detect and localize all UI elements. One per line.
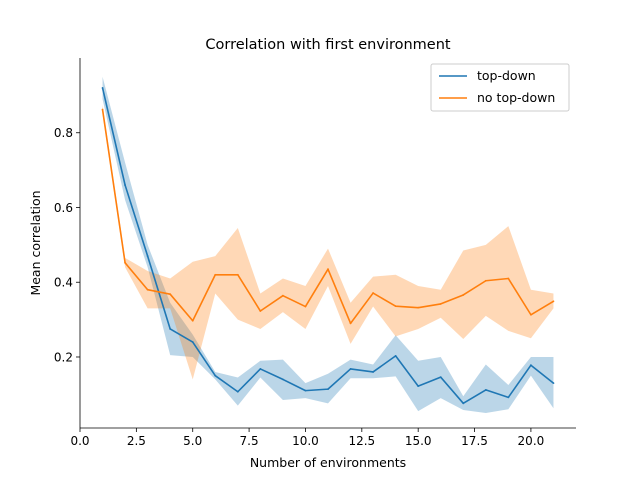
data-point-top-down	[417, 385, 420, 388]
data-point-no-top-down	[349, 322, 352, 325]
x-axis-ticks: 0.0 2.5 5.0 7.5 10.0 12.5 15.0 17.5 20.0	[70, 428, 544, 448]
data-point-top-down	[214, 374, 217, 377]
data-point-top-down	[439, 376, 442, 379]
data-point-top-down	[372, 371, 374, 373]
data-point-top-down	[146, 255, 149, 257]
y-axis-label: Mean correlation	[28, 190, 43, 295]
data-point-no-top-down	[146, 288, 149, 291]
x-tick-label: 0.0	[70, 434, 89, 448]
data-point-no-top-down	[507, 277, 510, 280]
data-point-top-down	[462, 402, 465, 405]
data-point-no-top-down	[169, 293, 172, 296]
data-point-top-down	[530, 364, 532, 367]
x-tick-label: 10.0	[292, 434, 319, 448]
data-point-top-down	[394, 354, 397, 357]
data-point-no-top-down	[462, 294, 465, 296]
data-point-top-down	[169, 328, 172, 330]
data-point-no-top-down	[214, 273, 217, 276]
data-point-top-down	[484, 388, 487, 391]
data-point-no-top-down	[552, 300, 555, 303]
data-point-no-top-down	[484, 279, 487, 282]
data-point-top-down	[236, 390, 239, 393]
x-tick-label: 17.5	[461, 434, 488, 448]
data-point-top-down	[507, 396, 510, 399]
data-point-top-down	[349, 368, 352, 370]
data-point-no-top-down	[124, 261, 126, 264]
data-point-top-down	[282, 378, 284, 381]
data-point-no-top-down	[304, 305, 307, 308]
x-tick-label: 12.5	[348, 434, 375, 448]
data-point-no-top-down	[394, 305, 397, 308]
legend: top-down no top-down	[430, 63, 570, 112]
y-axis-ticks: 0.2 0.4 0.6 0.8	[54, 126, 80, 364]
data-point-no-top-down	[282, 294, 284, 297]
data-point-top-down	[101, 87, 104, 89]
data-point-no-top-down	[417, 306, 420, 309]
data-point-top-down	[552, 382, 555, 385]
data-point-top-down	[259, 368, 262, 370]
x-tick-label: 7.5	[240, 434, 259, 448]
chart-title: Correlation with first environment	[205, 37, 451, 53]
legend-label-no-top-down: no top-down	[477, 90, 555, 105]
y-tick-label: 0.4	[54, 276, 73, 290]
data-point-no-top-down	[259, 310, 262, 312]
confidence-bands	[102, 76, 554, 414]
x-tick-label: 20.0	[518, 434, 545, 448]
band-no-top-down	[102, 104, 554, 380]
x-tick-label: 5.0	[183, 434, 202, 448]
legend-label-top-down: top-down	[477, 68, 536, 83]
data-point-no-top-down	[327, 268, 329, 271]
data-point-no-top-down	[236, 273, 239, 276]
data-point-no-top-down	[191, 319, 194, 322]
data-point-top-down	[327, 388, 329, 391]
data-point-no-top-down	[372, 292, 374, 294]
y-tick-label: 0.8	[54, 126, 73, 140]
data-point-top-down	[124, 184, 126, 186]
x-tick-label: 15.0	[405, 434, 432, 448]
data-point-no-top-down	[101, 108, 104, 111]
data-point-top-down	[191, 341, 194, 343]
y-tick-label: 0.6	[54, 201, 73, 215]
x-tick-label: 2.5	[127, 434, 146, 448]
data-point-no-top-down	[439, 303, 442, 305]
y-tick-label: 0.2	[54, 350, 73, 364]
x-axis-label: Number of environments	[250, 455, 406, 470]
data-point-top-down	[304, 389, 307, 392]
series-lines	[101, 87, 555, 405]
data-point-no-top-down	[530, 313, 532, 316]
